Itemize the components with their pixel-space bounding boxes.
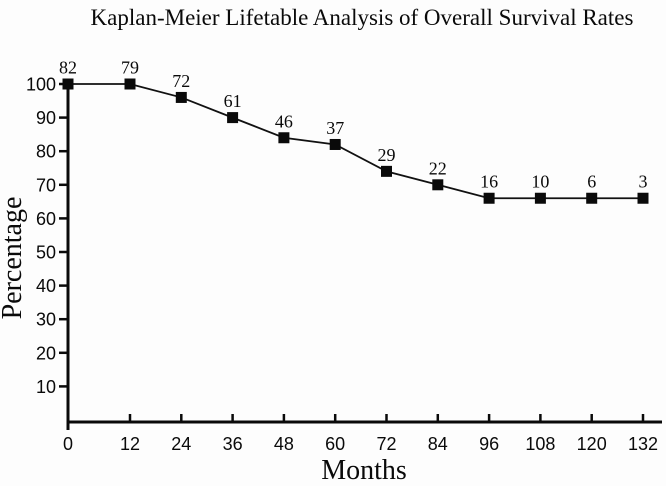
point-label: 22 — [429, 158, 447, 178]
point-label: 10 — [531, 172, 549, 192]
data-point-marker — [124, 78, 136, 90]
survival-curve-line — [68, 83, 643, 200]
data-point-marker — [329, 138, 341, 150]
y-tick-label: 60 — [36, 209, 56, 229]
x-axis-label: Months — [321, 455, 407, 486]
x-tick-label: 48 — [274, 434, 294, 454]
data-point-marker — [586, 192, 598, 204]
point-label: 6 — [587, 172, 596, 192]
point-label: 72 — [172, 71, 190, 91]
point-label: 46 — [275, 111, 293, 131]
y-tick-label: 50 — [36, 243, 56, 263]
x-tick-label: 120 — [577, 434, 607, 454]
point-label: 29 — [378, 145, 396, 165]
point-label: 82 — [59, 58, 77, 78]
point-label: 3 — [639, 172, 648, 192]
y-tick-label: 70 — [36, 175, 56, 195]
data-point-marker — [381, 165, 392, 177]
data-point-marker — [534, 192, 546, 204]
x-tick-label: 12 — [120, 434, 140, 454]
y-axis-label: Percentage — [0, 197, 28, 320]
point-label: 37 — [326, 118, 344, 138]
data-point-marker — [278, 132, 290, 144]
y-tick-label: 30 — [36, 310, 56, 330]
chart-title: Kaplan-Meier Lifetable Analysis of Overa… — [90, 5, 634, 30]
x-tick-label: 24 — [171, 434, 191, 454]
data-point-marker — [483, 192, 495, 204]
y-tick-label: 10 — [36, 377, 56, 397]
y-tick-label: 20 — [36, 343, 56, 363]
x-tick-label: 60 — [325, 434, 345, 454]
point-label: 79 — [121, 58, 139, 78]
y-tick-label: 80 — [36, 142, 56, 162]
data-point-marker — [227, 112, 239, 124]
data-point-marker — [432, 179, 444, 191]
x-tick-label: 132 — [628, 434, 658, 454]
point-label: 61 — [224, 91, 242, 111]
y-tick-label: 100 — [26, 75, 56, 95]
x-tick-label: 72 — [376, 434, 396, 454]
data-point-marker — [637, 192, 649, 204]
x-tick-label: 84 — [428, 434, 448, 454]
data-point-marker — [62, 78, 74, 90]
y-tick-label: 40 — [36, 276, 56, 296]
y-tick-label: 90 — [36, 108, 56, 128]
x-tick-label: 0 — [63, 434, 73, 454]
x-tick-label: 96 — [479, 434, 499, 454]
data-point-marker — [175, 91, 187, 103]
x-tick-label: 108 — [525, 434, 555, 454]
point-label: 16 — [480, 172, 498, 192]
x-tick-label: 36 — [223, 434, 243, 454]
survival-series: 82 79 72 61 46 37 29 22 16 10 6 3 — [59, 58, 649, 204]
